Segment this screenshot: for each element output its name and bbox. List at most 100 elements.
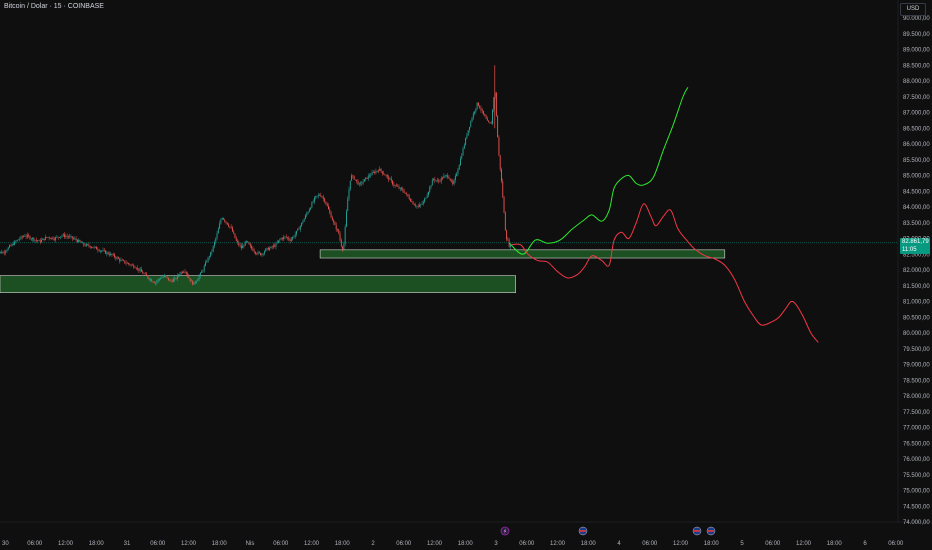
- candle-body: [219, 223, 221, 229]
- candle-body: [184, 271, 186, 273]
- candle-body: [193, 281, 195, 285]
- price-tick-label: 80.500,00: [903, 315, 930, 321]
- candle-body: [503, 197, 505, 213]
- candle-body: [339, 233, 341, 241]
- candle-body: [342, 246, 344, 250]
- price-axis[interactable]: 74.000,00 74.500,00 75.000,00 75.500,00 76.0…: [903, 16, 930, 526]
- candle-body: [481, 110, 483, 111]
- time-axis[interactable]: 30 06:00 12:00 18:00 31 06:00 12:00 18:00 Nis 06:…: [2, 541, 904, 547]
- candle-body: [244, 241, 246, 246]
- candle-body: [479, 105, 481, 109]
- price-tick-label: 82.000,00: [903, 268, 930, 274]
- candle-body: [486, 118, 488, 121]
- candle-body: [206, 261, 208, 263]
- candle-body: [35, 239, 37, 241]
- price-tick-label: 90.000,00: [903, 16, 930, 22]
- symbol-title[interactable]: Bitcoin / Dolar · 15 · COINBASE: [4, 3, 104, 10]
- candle-body: [457, 169, 459, 174]
- price-tick-label: 85.000,00: [903, 174, 930, 180]
- price-tick-label: 88.000,00: [903, 79, 930, 85]
- price-tick-label: 81.000,00: [903, 300, 930, 306]
- time-tick-label: 06:00: [888, 541, 904, 547]
- candle-body: [490, 123, 492, 124]
- candle-body: [296, 230, 297, 235]
- candle-body: [126, 263, 128, 264]
- price-tick-label: 89.000,00: [903, 48, 930, 54]
- candle-body: [141, 269, 142, 272]
- candle-body: [185, 271, 187, 274]
- candle-body: [466, 135, 468, 139]
- candle-body: [344, 226, 346, 244]
- candle-body: [226, 222, 228, 225]
- candle-body: [130, 264, 132, 266]
- price-tick-label: 77.000,00: [903, 426, 930, 432]
- candle-body: [502, 181, 504, 198]
- candle-body: [225, 221, 227, 223]
- candle-body: [321, 196, 323, 198]
- candle-body: [233, 231, 235, 234]
- candle-body: [393, 184, 395, 186]
- time-tick-label: 12:00: [181, 541, 197, 547]
- candle-body: [310, 207, 312, 210]
- candle-body: [362, 181, 364, 184]
- candle-body: [51, 237, 53, 239]
- candle-body: [358, 183, 360, 185]
- time-tick-label: 31: [124, 541, 131, 547]
- candle-body: [239, 245, 241, 246]
- candle-body: [15, 241, 17, 242]
- candle-body: [89, 246, 91, 248]
- candle-body: [292, 237, 294, 240]
- candle-body: [33, 237, 35, 241]
- candle-body: [387, 175, 388, 177]
- candle-body: [25, 236, 27, 237]
- candle-body: [293, 236, 295, 238]
- candle-body: [52, 237, 54, 240]
- candle-body: [108, 254, 110, 256]
- candle-body: [215, 238, 217, 242]
- candle-countdown: 11:05: [902, 247, 917, 253]
- candle-body: [388, 176, 390, 180]
- lightning-event-glyph: [503, 528, 507, 534]
- candle-body: [112, 254, 114, 256]
- candle-body: [426, 195, 428, 198]
- candle-body: [199, 272, 201, 276]
- candle-body: [88, 244, 90, 247]
- candle-body: [125, 262, 127, 264]
- candle-body: [302, 221, 304, 223]
- currency-button[interactable]: USD: [900, 3, 926, 16]
- candle-body: [20, 236, 22, 239]
- candle-body: [93, 246, 95, 248]
- candle-body: [417, 205, 419, 207]
- price-tick-label: 75.500,00: [903, 473, 930, 479]
- candle-body: [221, 218, 223, 220]
- candle-body: [28, 235, 30, 237]
- candle-body: [16, 239, 18, 242]
- candle-body: [121, 259, 123, 261]
- candle-body: [265, 248, 267, 252]
- candle-body: [171, 280, 173, 282]
- time-tick-label: 06:00: [519, 541, 535, 547]
- candle-body: [444, 175, 446, 177]
- candle-body: [148, 278, 150, 280]
- candle-body: [447, 175, 449, 177]
- candle-body: [23, 236, 25, 238]
- candle-body: [169, 280, 171, 281]
- time-tick-label: 06:00: [642, 541, 658, 547]
- candle-body: [289, 239, 291, 241]
- candle-body: [266, 247, 268, 249]
- candle-body: [288, 237, 290, 240]
- candle-body: [105, 250, 107, 254]
- forecast-paths: [509, 87, 819, 343]
- event-markers: [500, 526, 716, 536]
- candle-body: [361, 182, 363, 184]
- candle-body: [440, 177, 442, 182]
- candle-body: [46, 237, 48, 238]
- candle-body: [73, 238, 74, 240]
- candle-body: [451, 180, 452, 182]
- candle-body: [180, 272, 182, 275]
- candle-body: [340, 240, 342, 247]
- candle-body: [434, 178, 436, 181]
- candle-body: [337, 229, 338, 230]
- candle-body: [216, 233, 218, 239]
